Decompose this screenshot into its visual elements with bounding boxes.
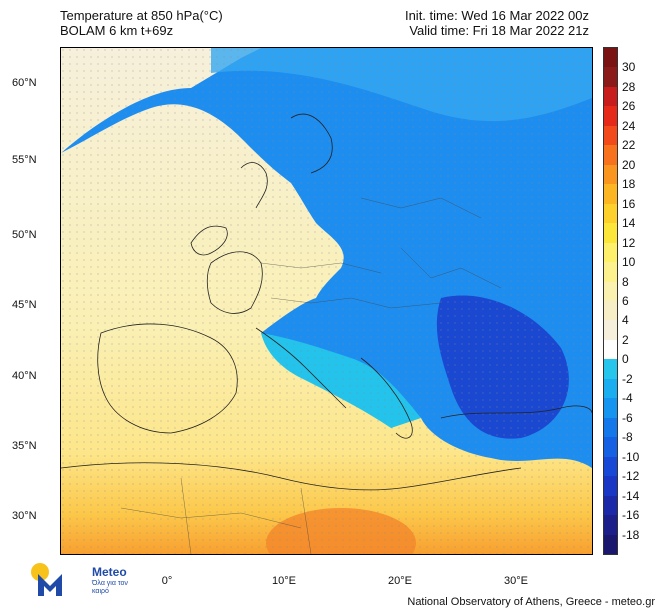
colorbar-tick-label: 12 xyxy=(622,235,636,250)
colorbar-tick-label: 30 xyxy=(622,60,636,75)
colorbar-segment xyxy=(604,456,617,477)
temperature-map xyxy=(60,47,593,555)
colorbar-segment xyxy=(604,125,617,146)
colorbar-tick-label: -4 xyxy=(622,391,633,406)
time-info: Init. time: Wed 16 Mar 2022 00z Valid ti… xyxy=(405,8,589,38)
lon-label-10e: 10°E xyxy=(272,575,296,587)
colorbar-segment xyxy=(604,67,617,88)
colorbar-segment xyxy=(604,48,617,68)
lat-label-30n: 30°N xyxy=(12,510,37,522)
lat-label-40n: 40°N xyxy=(12,370,37,382)
meteo-logo-icon xyxy=(31,563,62,596)
colorbar-segment xyxy=(604,476,617,497)
colorbar-segment xyxy=(604,145,617,166)
colorbar-segment xyxy=(604,534,617,555)
colorbar-tick-label: 22 xyxy=(622,138,636,153)
lon-label-30e: 30°E xyxy=(504,575,528,587)
colorbar-tick-label: 14 xyxy=(622,216,636,231)
title-line1: Temperature at 850 hPa(°C) xyxy=(60,8,223,23)
colorbar-tick-label: 16 xyxy=(622,196,636,211)
colorbar-tick-label: -18 xyxy=(622,527,640,542)
lat-label-35n: 35°N xyxy=(12,440,37,452)
colorbar-segment xyxy=(604,184,617,205)
colorbar-segment xyxy=(604,223,617,244)
valid-time: Valid time: Fri 18 Mar 2022 21z xyxy=(409,23,589,38)
colorbar-tick-label: 26 xyxy=(622,99,636,114)
colorbar-tick-label: 18 xyxy=(622,177,636,192)
chart-title: Temperature at 850 hPa(°C) BOLAM 6 km t+… xyxy=(60,8,223,38)
colorbar-segment xyxy=(604,164,617,185)
colorbar-tick-label: -10 xyxy=(622,449,640,464)
colorbar-segment xyxy=(604,242,617,263)
colorbar-segment xyxy=(604,86,617,107)
colorbar-segment xyxy=(604,378,617,399)
colorbar-tick-label: -14 xyxy=(622,488,640,503)
colorbar-segment xyxy=(604,359,617,380)
lon-label-0: 0° xyxy=(161,575,173,587)
colorbar-tick-label: 10 xyxy=(622,255,636,270)
colorbar-tick-label: 6 xyxy=(622,294,629,308)
colorbar-segment xyxy=(604,495,617,516)
init-time: Init. time: Wed 16 Mar 2022 00z xyxy=(404,8,589,23)
colorbar-tick-label: 2 xyxy=(622,332,629,347)
colorbar-segment xyxy=(604,203,617,224)
colorbar-tick-label: -8 xyxy=(622,430,633,445)
lat-label-55n: 55°N xyxy=(12,154,37,166)
colorbar-segment xyxy=(604,398,617,419)
colorbar-segment xyxy=(604,320,617,341)
colorbar-tick-label: -2 xyxy=(622,371,633,386)
colorbar xyxy=(603,47,618,555)
colorbar-tick-label: 0 xyxy=(622,352,629,367)
colorbar-tick-label: 24 xyxy=(622,118,636,133)
colorbar-segment xyxy=(604,437,617,458)
lat-label-50n: 50°N xyxy=(12,229,37,241)
colorbar-tick-label: 28 xyxy=(622,79,636,94)
colorbar-tick-label: 4 xyxy=(622,313,629,328)
colorbar-segment xyxy=(604,281,617,302)
logo-name: Meteo xyxy=(92,565,127,579)
colorbar-tick-label: 8 xyxy=(622,274,629,289)
borders xyxy=(120,197,502,554)
credit-text: National Observatory of Athens, Greece -… xyxy=(407,596,655,608)
lat-label-60n: 60°N xyxy=(12,77,37,89)
map-canvas xyxy=(61,48,592,554)
lat-label-45n: 45°N xyxy=(12,299,37,311)
colorbar-tick-label: -12 xyxy=(622,469,640,484)
coastlines xyxy=(61,113,592,491)
colorbar-segment xyxy=(604,106,617,127)
logo-tagline: Όλα για τον καιρό xyxy=(92,580,128,595)
colorbar-tick-label: 20 xyxy=(622,157,636,172)
lon-label-20e: 20°E xyxy=(388,575,412,587)
colorbar-segment xyxy=(604,515,617,536)
colorbar-tick-label: -16 xyxy=(622,508,640,523)
colorbar-segment xyxy=(604,262,617,283)
colorbar-segment xyxy=(604,339,617,360)
colorbar-segment xyxy=(604,301,617,321)
title-line2: BOLAM 6 km t+69z xyxy=(60,23,174,38)
colorbar-tick-label: -6 xyxy=(622,410,633,425)
colorbar-segment xyxy=(604,417,617,438)
